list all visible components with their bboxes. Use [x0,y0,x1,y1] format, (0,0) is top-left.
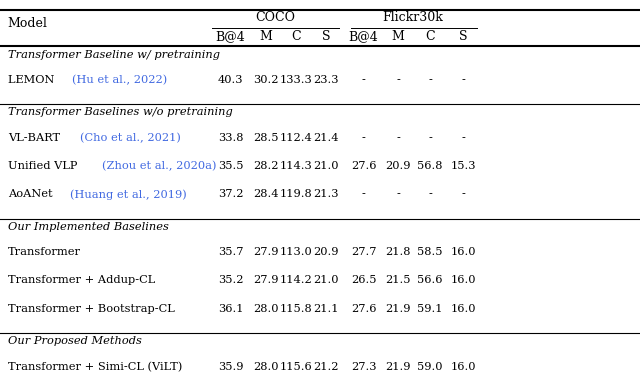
Text: Unified VLP: Unified VLP [8,161,81,171]
Text: M: M [259,30,272,43]
Text: 20.9: 20.9 [314,247,339,257]
Text: 23.3: 23.3 [314,75,339,85]
Text: 35.9: 35.9 [218,362,243,372]
Text: 133.3: 133.3 [280,75,313,85]
Text: 21.8: 21.8 [385,247,411,257]
Text: B@4: B@4 [216,30,245,43]
Text: -: - [396,75,400,85]
Text: Transformer: Transformer [8,247,81,257]
Text: COCO: COCO [255,11,295,24]
Text: (Cho et al., 2021): (Cho et al., 2021) [79,133,180,143]
Text: 21.0: 21.0 [314,275,339,286]
Text: Transformer Baselines w/o pretraining: Transformer Baselines w/o pretraining [8,107,232,118]
Text: M: M [392,30,404,43]
Text: 21.0: 21.0 [314,161,339,171]
Text: B@4: B@4 [349,30,378,43]
Text: 114.3: 114.3 [280,161,313,171]
Text: 21.1: 21.1 [314,304,339,314]
Text: 16.0: 16.0 [451,275,476,286]
Text: 58.5: 58.5 [417,247,443,257]
Text: 40.3: 40.3 [218,75,243,85]
Text: 35.7: 35.7 [218,247,243,257]
Text: 56.8: 56.8 [417,161,443,171]
Text: 21.3: 21.3 [314,189,339,199]
Text: S: S [322,30,331,43]
Text: 37.2: 37.2 [218,189,243,199]
Text: -: - [362,75,365,85]
Text: 59.1: 59.1 [417,304,443,314]
Text: (Huang et al., 2019): (Huang et al., 2019) [70,189,187,200]
Text: 27.9: 27.9 [253,247,278,257]
Text: 27.7: 27.7 [351,247,376,257]
Text: 21.5: 21.5 [385,275,411,286]
Text: Transformer + Bootstrap-CL: Transformer + Bootstrap-CL [8,304,175,314]
Text: -: - [362,189,365,199]
Text: 35.2: 35.2 [218,275,243,286]
Text: 115.6: 115.6 [280,362,313,372]
Text: 115.8: 115.8 [280,304,313,314]
Text: C: C [291,30,301,43]
Text: Our Implemented Baselines: Our Implemented Baselines [8,222,168,232]
Text: 27.6: 27.6 [351,161,376,171]
Text: -: - [428,189,432,199]
Text: -: - [362,133,365,143]
Text: 59.0: 59.0 [417,362,443,372]
Text: Model: Model [8,17,47,30]
Text: 36.1: 36.1 [218,304,243,314]
Text: 21.2: 21.2 [314,362,339,372]
Text: LEMON: LEMON [8,75,58,85]
Text: -: - [428,75,432,85]
Text: 33.8: 33.8 [218,133,243,143]
Text: -: - [461,189,465,199]
Text: 16.0: 16.0 [451,362,476,372]
Text: 28.0: 28.0 [253,362,278,372]
Text: 28.2: 28.2 [253,161,278,171]
Text: 113.0: 113.0 [280,247,313,257]
Text: 119.8: 119.8 [280,189,313,199]
Text: 21.9: 21.9 [385,304,411,314]
Text: Transformer + Simi-CL (ViLT): Transformer + Simi-CL (ViLT) [8,362,182,372]
Text: 15.3: 15.3 [451,161,476,171]
Text: 27.3: 27.3 [351,362,376,372]
Text: 21.4: 21.4 [314,133,339,143]
Text: Transformer + Addup-CL: Transformer + Addup-CL [8,275,155,286]
Text: VL-BART: VL-BART [8,133,63,143]
Text: (Hu et al., 2022): (Hu et al., 2022) [72,75,168,85]
Text: Flickr30k: Flickr30k [382,11,444,24]
Text: 20.9: 20.9 [385,161,411,171]
Text: Transformer Baseline w/ pretraining: Transformer Baseline w/ pretraining [8,50,220,60]
Text: -: - [428,133,432,143]
Text: Our Proposed Methods: Our Proposed Methods [8,336,141,346]
Text: -: - [461,133,465,143]
Text: 27.6: 27.6 [351,304,376,314]
Text: 30.2: 30.2 [253,75,278,85]
Text: 27.9: 27.9 [253,275,278,286]
Text: (Zhou et al., 2020a): (Zhou et al., 2020a) [102,161,216,171]
Text: -: - [396,133,400,143]
Text: 112.4: 112.4 [280,133,313,143]
Text: 28.5: 28.5 [253,133,278,143]
Text: -: - [461,75,465,85]
Text: 56.6: 56.6 [417,275,443,286]
Text: -: - [396,189,400,199]
Text: 16.0: 16.0 [451,304,476,314]
Text: S: S [459,30,468,43]
Text: 26.5: 26.5 [351,275,376,286]
Text: 28.4: 28.4 [253,189,278,199]
Text: 28.0: 28.0 [253,304,278,314]
Text: 35.5: 35.5 [218,161,243,171]
Text: AoANet: AoANet [8,189,56,199]
Text: 21.9: 21.9 [385,362,411,372]
Text: 16.0: 16.0 [451,247,476,257]
Text: C: C [425,30,435,43]
Text: 114.2: 114.2 [280,275,313,286]
